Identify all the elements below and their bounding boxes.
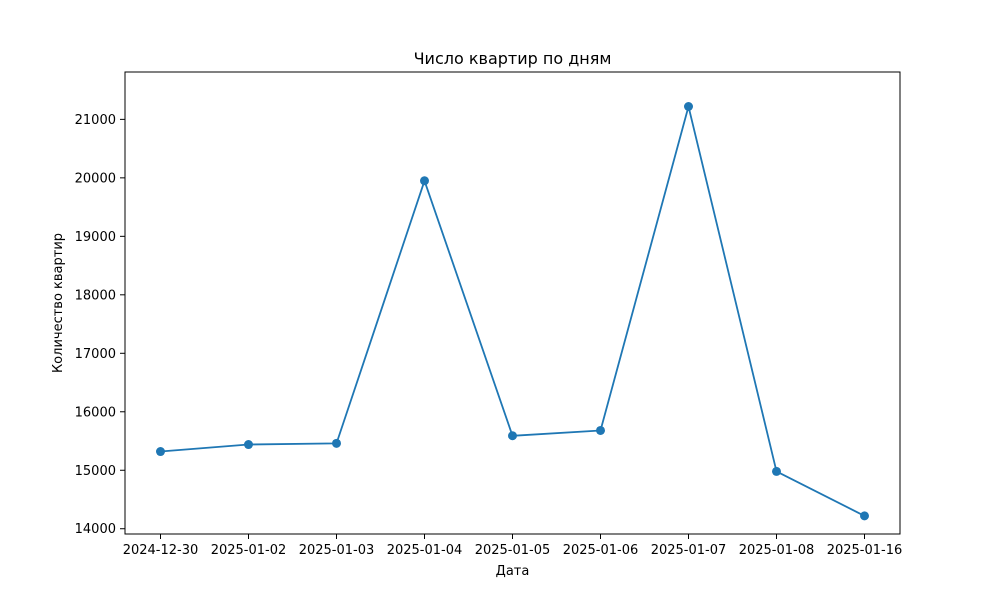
y-tick-label: 19000 — [75, 230, 116, 245]
data-point — [508, 431, 517, 441]
y-tick-label: 14000 — [75, 522, 116, 537]
chart-title: Число квартир по дням — [414, 49, 612, 68]
x-tick-label: 2025-01-05 — [475, 543, 551, 558]
plot-frame — [124, 71, 901, 535]
x-tick-label: 2025-01-04 — [387, 543, 463, 558]
data-point — [860, 511, 869, 521]
y-tick-label: 15000 — [75, 464, 116, 479]
data-point — [156, 447, 165, 457]
points-layer — [156, 102, 869, 521]
y-tick-label: 18000 — [75, 288, 116, 303]
data-point — [420, 176, 429, 186]
data-point — [596, 425, 605, 435]
x-tick-label: 2025-01-08 — [739, 543, 815, 558]
y-axis-label: Количество квартир — [51, 233, 66, 373]
y-tick-label: 17000 — [75, 347, 116, 362]
x-tick-label: 2025-01-07 — [651, 543, 727, 558]
x-tick-label: 2025-01-03 — [299, 543, 375, 558]
x-tick-label: 2025-01-02 — [211, 543, 287, 558]
data-point — [244, 440, 253, 450]
data-point — [332, 438, 341, 448]
y-tick-label: 21000 — [75, 113, 116, 128]
data-point — [772, 466, 781, 476]
y-tick-label: 20000 — [75, 171, 116, 186]
x-tick-label: 2025-01-16 — [827, 543, 903, 558]
x-tick-label: 2024-12-30 — [123, 543, 199, 558]
x-tick-label: 2025-01-06 — [563, 543, 639, 558]
y-tick-label: 16000 — [75, 405, 116, 420]
ticks-layer: 2024-12-30 2025-01-02 2025-01-03 2025-01-04… — [75, 113, 903, 558]
data-point — [684, 102, 693, 112]
x-axis-label: Дата — [496, 564, 530, 579]
